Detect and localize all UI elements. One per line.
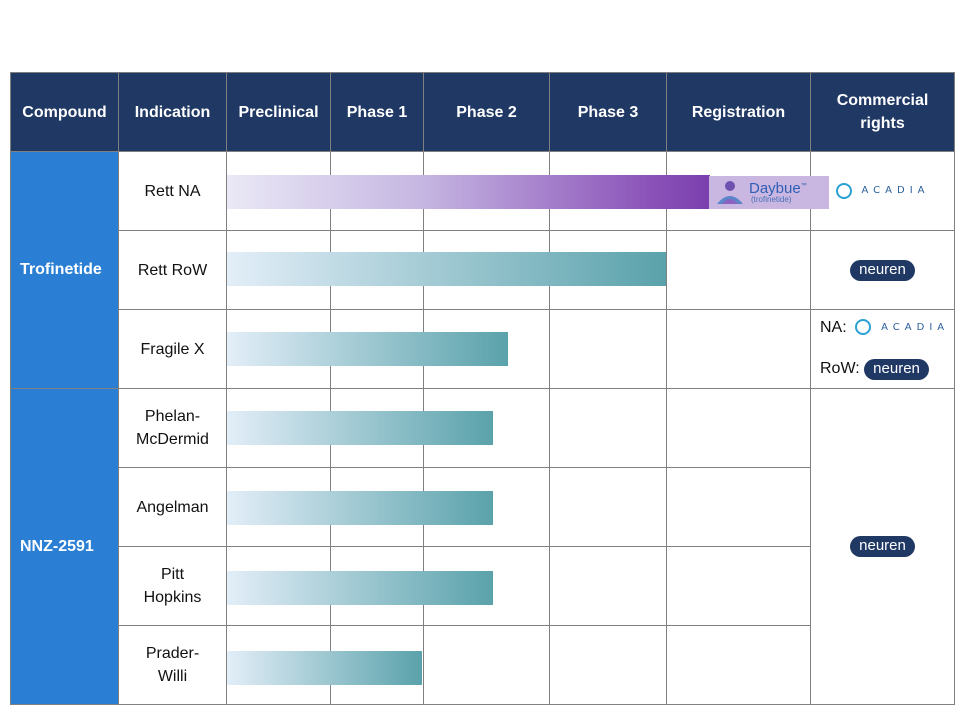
row-rett-na: Trofinetide Rett NA ACADIA	[10, 151, 955, 389]
indication-pitt-line2: Hopkins	[143, 589, 202, 606]
rights-rett-na: ACADIA	[810, 151, 955, 231]
header-row: Compound Indication Preclinical Phase 1 …	[10, 72, 955, 152]
row-pitt-hopkins: Pitt Hopkins	[11, 546, 955, 626]
daybue-words: Daybue™ (trofinetide)	[749, 181, 807, 205]
header-rights-line1: Commercial	[836, 92, 929, 109]
header-phase-1: Phase 1	[330, 72, 424, 152]
rights-row-line: RoW: neuren	[811, 358, 954, 380]
rights-na-label: NA:	[820, 318, 847, 336]
neuren-logo: neuren	[850, 536, 915, 557]
compound-nnz-2591: NNZ-2591	[10, 388, 119, 705]
header-registration: Registration	[666, 72, 811, 152]
indication-prader-willi: Prader- Willi	[118, 625, 227, 705]
progress-bar-pitt-hopkins	[227, 571, 493, 605]
progress-bar-rett-row	[227, 252, 666, 286]
indication-pitt-hopkins: Pitt Hopkins	[118, 546, 227, 626]
daybue-figure-icon	[717, 180, 743, 204]
indication-prader-line2: Willi	[157, 668, 188, 685]
progress-bar-phelan-mcdermid	[227, 411, 493, 445]
header-indication: Indication	[118, 72, 227, 152]
header-phase-3: Phase 3	[549, 72, 667, 152]
acadia-logo: ACADIA	[835, 182, 930, 199]
indication-pitt-line1: Pitt	[160, 566, 185, 583]
rights-nnz-2591: neuren	[810, 388, 955, 705]
indication-phelan-mcdermid: Phelan- McDermid	[118, 388, 227, 468]
progress-bar-fragile-x	[227, 332, 508, 366]
neuren-logo: neuren	[850, 259, 915, 281]
progress-bar-angelman	[227, 491, 493, 525]
compound-trofinetide: Trofinetide	[10, 151, 119, 389]
progress-bar-rett-na	[227, 175, 710, 209]
rights-row-label: RoW:	[820, 359, 860, 377]
rights-rett-row: neuren	[810, 230, 955, 310]
row-prader-willi: Prader- Willi	[11, 625, 955, 705]
daybue-generic: (trofinetide)	[751, 194, 792, 204]
rights-na-line: NA: ACADIA	[811, 319, 954, 337]
header-compound: Compound	[10, 72, 119, 152]
daybue-logo: Daybue™ (trofinetide)	[709, 176, 829, 209]
daybue-tm: ™	[800, 182, 807, 189]
acadia-logo: ACADIA	[855, 319, 950, 336]
header-rights-line2: rights	[860, 115, 905, 132]
header-preclinical: Preclinical	[226, 72, 331, 152]
row-fragile-x: Fragile X NA: ACADIA RoW: neuren	[11, 309, 955, 389]
header-phase-2: Phase 2	[423, 72, 550, 152]
pipeline-table: Compound Indication Preclinical Phase 1 …	[10, 72, 955, 705]
acadia-ring-icon	[855, 319, 872, 336]
rights-fragile-x: NA: ACADIA RoW: neuren	[810, 309, 955, 389]
indication-rett-na: Rett NA	[118, 151, 227, 231]
acadia-wordmark: ACADIA	[881, 321, 950, 333]
indication-fragile-x: Fragile X	[118, 309, 227, 389]
acadia-wordmark: ACADIA	[861, 185, 930, 197]
indication-angelman: Angelman	[118, 467, 227, 547]
daybue-brand: Daybue™	[749, 179, 807, 197]
neuren-logo: neuren	[864, 358, 929, 380]
acadia-ring-icon	[835, 182, 852, 199]
header-commercial-rights: Commercial rights	[810, 72, 955, 152]
daybue-brand-name: Daybue	[749, 179, 801, 197]
progress-bar-prader-willi	[227, 651, 422, 685]
indication-prader-line1: Prader-	[145, 645, 200, 662]
indication-rett-row: Rett RoW	[118, 230, 227, 310]
indication-phelan-line2: McDermid	[136, 431, 209, 448]
indication-phelan-line1: Phelan-	[144, 408, 201, 425]
